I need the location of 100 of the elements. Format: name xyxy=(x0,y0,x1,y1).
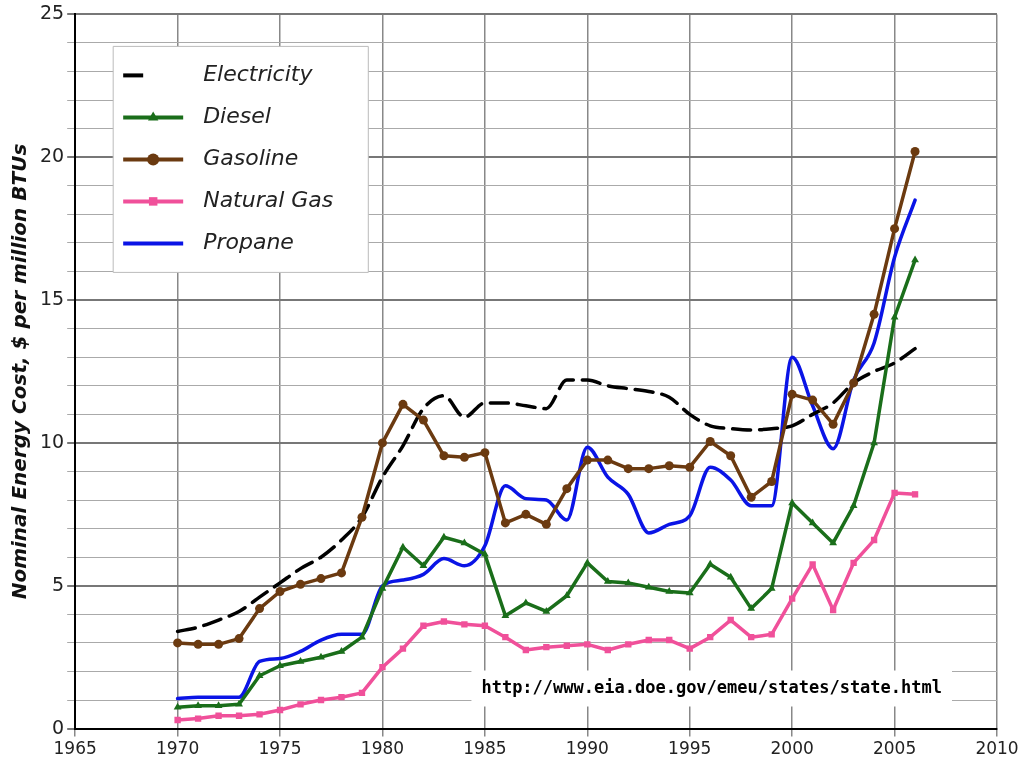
point xyxy=(420,622,427,629)
point xyxy=(501,611,510,619)
legend-label: Diesel xyxy=(203,103,271,129)
point xyxy=(665,586,674,594)
x-tick-label: 1975 xyxy=(258,738,302,759)
point xyxy=(255,671,264,678)
point xyxy=(890,224,900,234)
y-tick-label: 15 xyxy=(39,287,65,310)
point xyxy=(214,701,223,708)
point xyxy=(336,568,346,578)
point xyxy=(173,638,183,648)
point xyxy=(808,518,817,526)
point xyxy=(584,641,591,648)
x-tick-label: 1965 xyxy=(53,738,97,759)
point xyxy=(583,558,592,566)
point xyxy=(377,438,387,448)
point xyxy=(296,656,305,664)
y-axis-title: Nominal Energy Cost, $ per million BTUs xyxy=(7,143,32,600)
x-tick-label: 1985 xyxy=(463,738,507,759)
y-tick-label: 20 xyxy=(39,144,65,167)
point xyxy=(521,509,531,519)
point xyxy=(338,693,345,701)
legend-label: Natural Gas xyxy=(203,187,334,213)
point xyxy=(235,699,243,707)
point xyxy=(439,451,449,461)
x-tick-label: 2010 xyxy=(975,738,1019,759)
point xyxy=(788,595,796,602)
point xyxy=(398,399,408,409)
point xyxy=(911,491,919,498)
point xyxy=(625,641,632,648)
point xyxy=(480,448,490,458)
y-tick-label: 0 xyxy=(52,715,65,738)
point xyxy=(808,395,818,405)
point xyxy=(787,389,797,399)
point xyxy=(316,574,326,584)
point xyxy=(542,606,551,614)
point xyxy=(440,618,448,625)
x-tick-label: 1980 xyxy=(360,738,405,759)
point xyxy=(275,586,285,596)
point xyxy=(685,588,694,596)
point xyxy=(193,639,203,649)
legend-label: Propane xyxy=(203,229,294,255)
point xyxy=(788,498,797,506)
point xyxy=(399,645,407,652)
point xyxy=(747,604,756,611)
point xyxy=(727,616,734,624)
line-series xyxy=(175,346,917,634)
point xyxy=(214,639,224,649)
point xyxy=(603,576,612,584)
point xyxy=(297,701,304,708)
point xyxy=(256,711,263,718)
point xyxy=(850,559,857,567)
x-tick-label: 1995 xyxy=(668,738,712,759)
point xyxy=(767,476,777,486)
point xyxy=(829,538,838,546)
point xyxy=(174,716,181,724)
point xyxy=(562,484,572,494)
point xyxy=(541,519,551,529)
point xyxy=(869,309,879,319)
point xyxy=(459,452,469,462)
point xyxy=(767,584,776,591)
point xyxy=(623,464,633,474)
annotation: http://www.eia.doe.gov/emeu/states/state.html xyxy=(481,677,943,698)
y-tick-label: 5 xyxy=(52,572,65,595)
point xyxy=(276,661,284,668)
point xyxy=(502,634,509,641)
point xyxy=(215,712,222,719)
point xyxy=(480,549,489,557)
point xyxy=(664,461,674,471)
point xyxy=(828,419,838,429)
point xyxy=(234,634,244,644)
y-tick-label: 25 xyxy=(39,1,65,24)
legend-label: Electricity xyxy=(203,61,314,87)
point xyxy=(379,664,386,671)
point xyxy=(500,518,510,528)
point xyxy=(419,561,428,569)
point xyxy=(418,415,428,425)
point xyxy=(746,492,756,502)
point xyxy=(194,701,202,708)
point xyxy=(255,604,265,614)
point xyxy=(686,645,693,652)
point xyxy=(624,578,633,586)
point xyxy=(768,631,775,638)
point xyxy=(378,584,387,591)
x-tick-label: 1990 xyxy=(565,738,609,759)
point xyxy=(582,455,592,465)
x-tick-label: 1970 xyxy=(155,738,200,759)
point xyxy=(849,378,859,388)
x-tick-label: 2005 xyxy=(872,738,917,759)
point xyxy=(194,715,202,722)
y-tick-label: 10 xyxy=(39,429,65,452)
x-tick-label: 2000 xyxy=(770,738,814,759)
point xyxy=(705,436,715,446)
point xyxy=(357,512,367,522)
legend-label: Gasoline xyxy=(203,145,299,171)
point xyxy=(296,579,306,589)
point xyxy=(726,451,736,461)
point xyxy=(685,462,695,472)
point xyxy=(603,455,613,465)
point xyxy=(849,501,858,509)
